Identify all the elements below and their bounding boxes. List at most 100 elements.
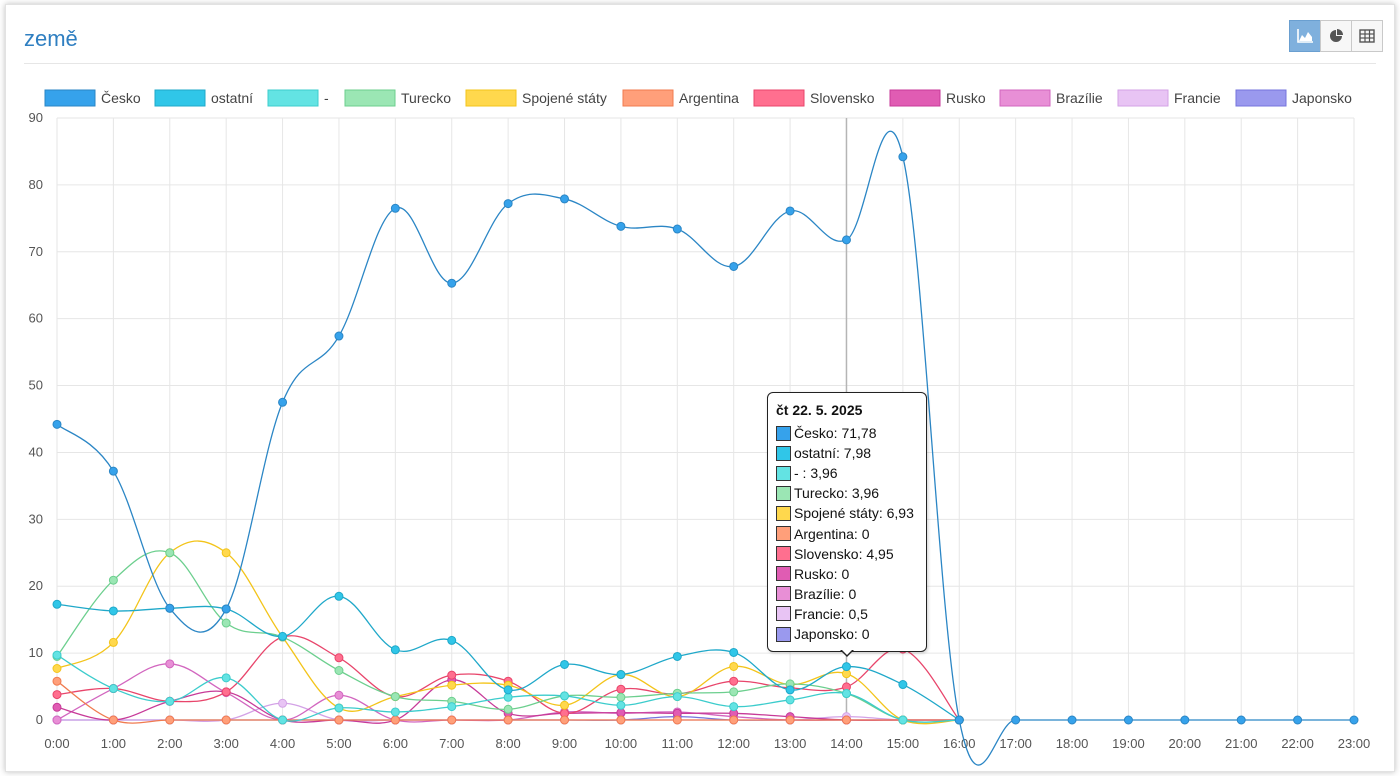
series-line-Turecko — [56, 550, 960, 723]
data-point-Turecko — [729, 687, 739, 697]
y-tick-label: 70 — [29, 244, 43, 259]
data-point-Česko — [616, 221, 626, 231]
x-tick-label: 17:00 — [999, 736, 1032, 751]
x-tick-label: 7:00 — [439, 736, 464, 751]
data-point-ostatní — [672, 651, 682, 661]
tooltip-row: Brazílie: 0 — [776, 585, 856, 603]
data-point-Argentina — [785, 715, 795, 725]
tooltip-label: Brazílie: 0 — [794, 585, 857, 602]
data-point-ostatní — [52, 599, 62, 609]
x-tick-label: 16:00 — [943, 736, 976, 751]
x-tick-label: 2:00 — [157, 736, 182, 751]
data-point-Spojené státy — [729, 661, 739, 671]
data-point-Argentina — [221, 715, 231, 725]
data-point-- — [52, 650, 62, 660]
data-point-- — [278, 715, 288, 725]
legend-swatch — [622, 89, 674, 107]
legend-swatch — [889, 89, 941, 107]
x-tick-label: 20:00 — [1169, 736, 1202, 751]
data-point-- — [729, 702, 739, 712]
x-tick-label: 15:00 — [887, 736, 920, 751]
data-point-ostatní — [729, 647, 739, 657]
data-point-Česko — [503, 199, 513, 209]
tooltip-swatch — [776, 526, 791, 541]
legend-label: Spojené státy — [522, 90, 607, 106]
tooltip-label: Česko: 71,78 — [794, 425, 877, 441]
data-point-Spojené státy — [52, 663, 62, 673]
y-tick-label: 0 — [36, 712, 43, 727]
data-point-Slovensko — [52, 690, 62, 700]
data-point-- — [898, 715, 908, 725]
tooltip-row: Slovensko: 4,95 — [776, 545, 894, 563]
data-point-Argentina — [729, 715, 739, 725]
y-tick-label: 30 — [29, 511, 43, 526]
tooltip-row: Rusko: 0 — [776, 565, 849, 583]
x-tick-label: 10:00 — [605, 736, 638, 751]
tooltip-label: Japonsko: 0 — [794, 626, 870, 642]
data-point-Česko — [1067, 715, 1077, 725]
x-tick-label: 11:00 — [662, 736, 694, 751]
tooltip-row: - : 3,96 — [776, 464, 838, 482]
data-point-Turecko — [616, 692, 626, 702]
tooltip-swatch — [776, 485, 791, 501]
data-point-Česko — [165, 603, 175, 613]
data-point-Argentina — [447, 715, 457, 725]
title-divider — [24, 63, 1376, 64]
tooltip-title: čt 22. 5. 2025 — [776, 402, 863, 418]
legend-swatch — [154, 89, 206, 107]
data-point-Argentina — [165, 715, 175, 725]
x-tick-label: 1:00 — [101, 736, 126, 751]
legend-swatch — [1117, 89, 1169, 107]
data-point-Argentina — [560, 715, 570, 725]
data-point-Argentina — [672, 715, 682, 725]
data-point-Česko — [278, 397, 288, 407]
data-point-Turecko — [334, 666, 344, 676]
data-point-Turecko — [221, 618, 231, 628]
tooltip-label: - : 3,96 — [794, 465, 838, 482]
x-tick-label: 18:00 — [1056, 736, 1089, 751]
data-point-ostatní — [785, 685, 795, 695]
data-point-Česko — [390, 203, 400, 213]
data-point-ostatní — [278, 631, 288, 641]
data-point-- — [672, 692, 682, 702]
tooltip-swatch — [776, 626, 791, 642]
data-point-- — [841, 689, 851, 699]
tooltip-row: Česko: 71,78 — [776, 424, 877, 442]
data-point-Francie — [278, 698, 288, 708]
page-title: země — [24, 26, 78, 51]
data-point-Brazílie — [52, 715, 62, 725]
x-tick-label: 4:00 — [270, 736, 295, 751]
x-tick-label: 12:00 — [717, 736, 750, 751]
legend-label: Rusko — [946, 90, 986, 106]
chart-panel — [5, 4, 1395, 772]
data-point-Česko — [221, 604, 231, 614]
tooltip-swatch — [776, 586, 791, 602]
tooltip-label: Argentina: 0 — [794, 525, 870, 542]
y-tick-label: 40 — [29, 444, 43, 459]
y-tick-label: 20 — [29, 578, 43, 593]
data-point-Slovensko — [729, 676, 739, 686]
data-point-Spojené státy — [108, 637, 118, 647]
x-tick-label: 3:00 — [214, 736, 239, 751]
data-point-Česko — [560, 194, 570, 204]
legend-swatch — [44, 89, 96, 107]
y-tick-label: 80 — [29, 177, 43, 192]
data-point-Turecko — [503, 704, 513, 714]
tooltip-label: Rusko: 0 — [794, 565, 850, 582]
table-view-button[interactable] — [1351, 20, 1383, 52]
legend-label: Argentina — [679, 90, 739, 106]
x-tick-label: 5:00 — [326, 736, 351, 751]
legend-label: Slovensko — [810, 90, 875, 106]
data-point-ostatní — [447, 635, 457, 645]
x-tick-label: 13:00 — [774, 736, 807, 751]
data-point-ostatní — [616, 670, 626, 680]
data-point-Česko — [785, 206, 795, 216]
data-point-ostatní — [390, 645, 400, 655]
data-point-ostatní — [898, 680, 908, 690]
data-point-Česko — [898, 152, 908, 162]
legend-swatch — [1235, 89, 1287, 107]
data-point-Česko — [954, 715, 964, 725]
legend-label: - — [324, 90, 329, 106]
data-point-- — [503, 692, 513, 702]
